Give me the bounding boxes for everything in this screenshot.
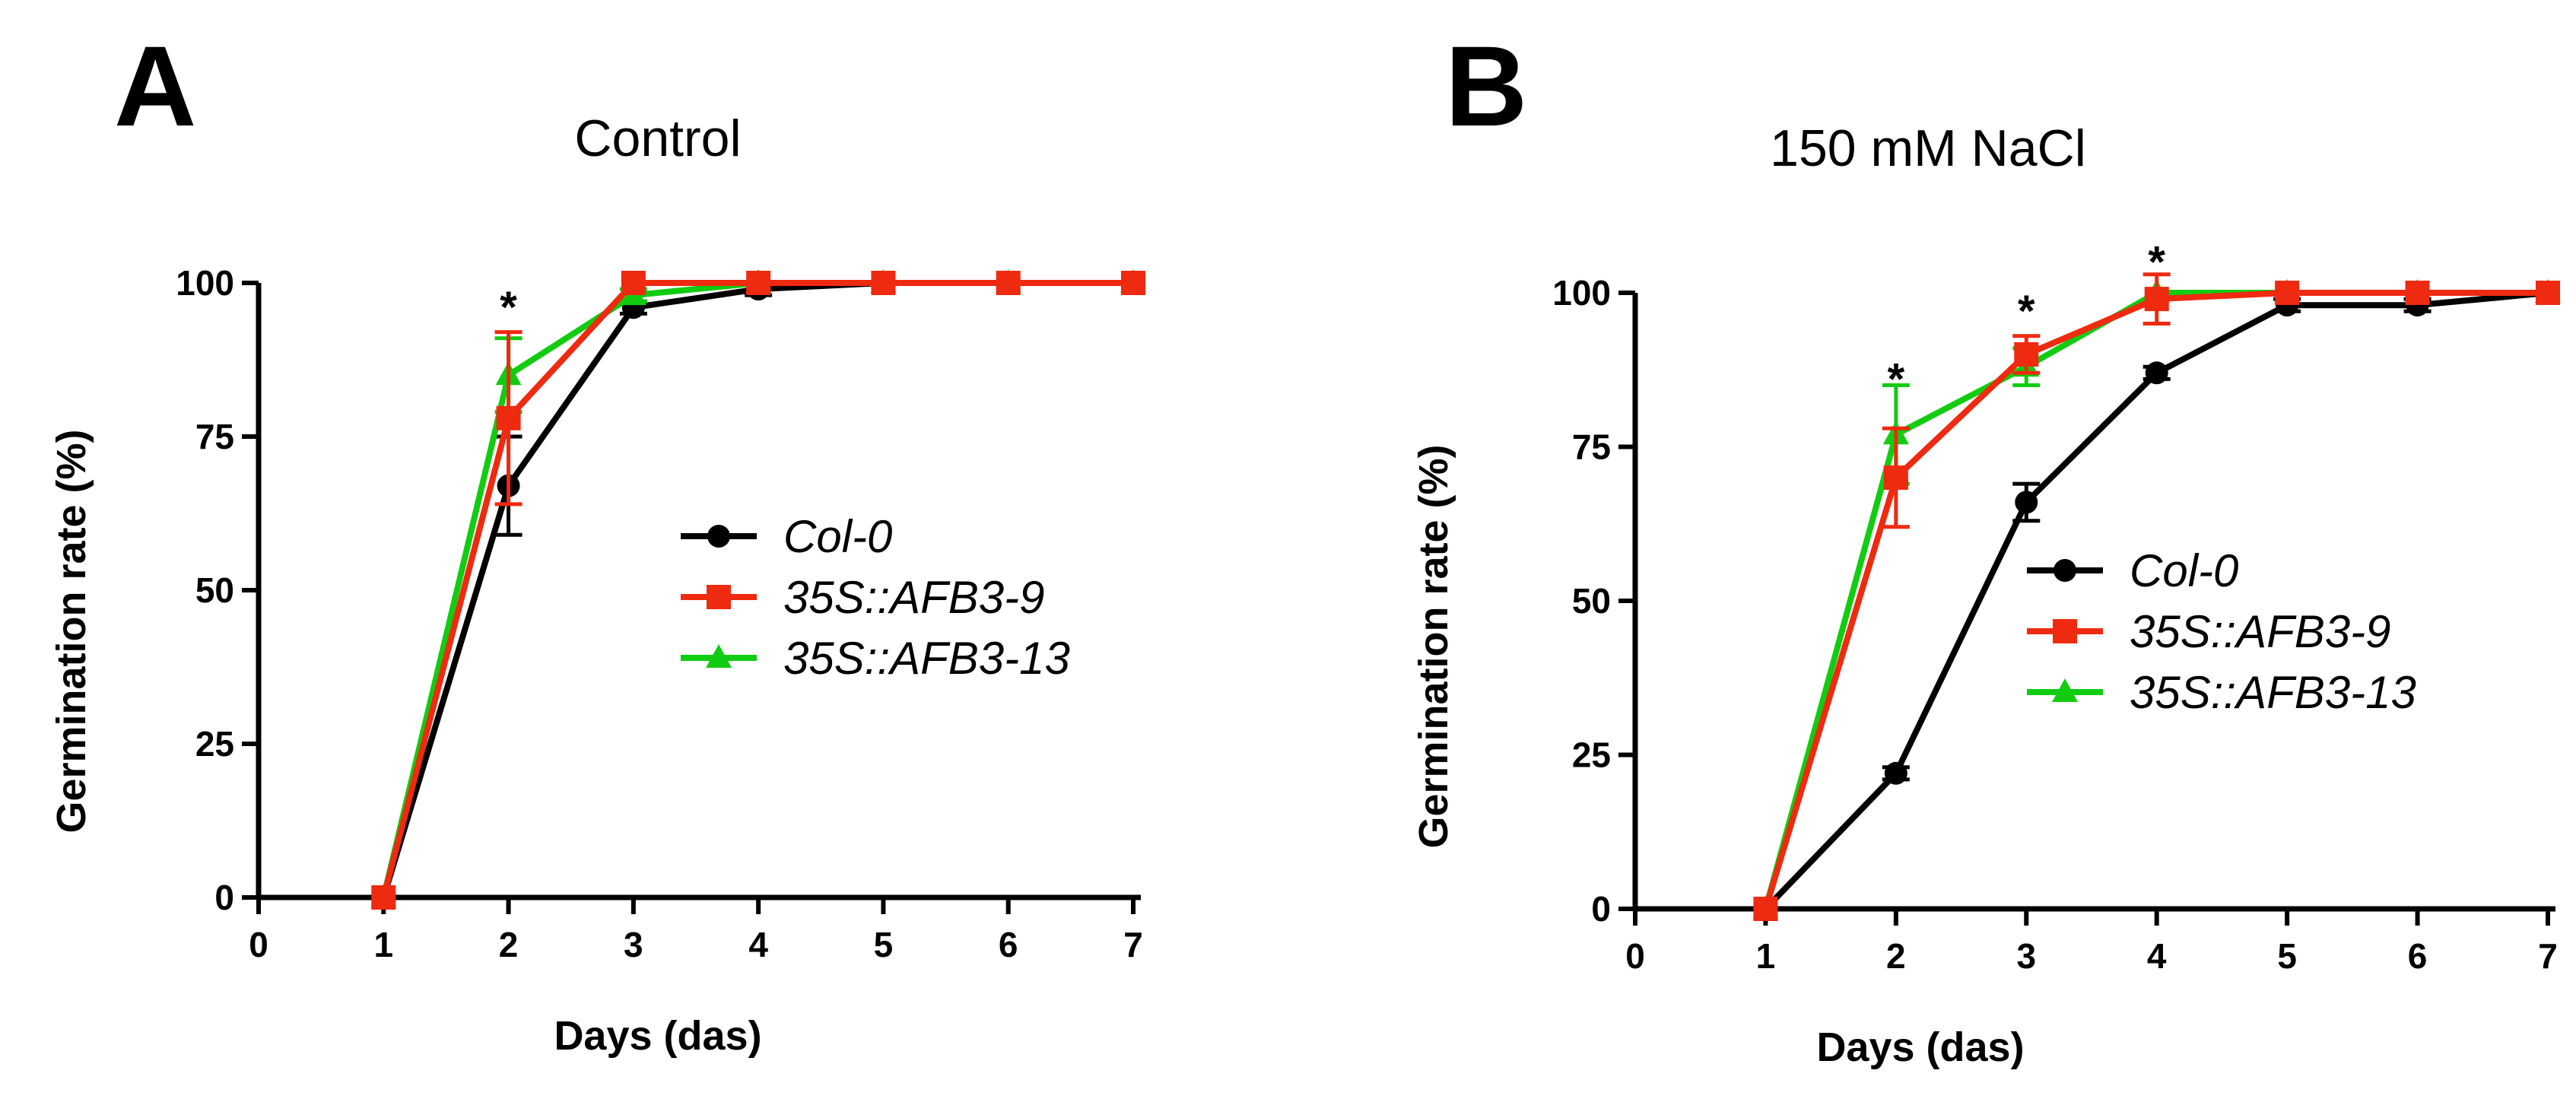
- y-tick-label: 75: [195, 417, 234, 456]
- point-35s-afb3-9: [1753, 897, 1778, 921]
- significance-star: *: [500, 283, 517, 332]
- chart-title: Control: [574, 110, 741, 167]
- x-axis-label: Days (das): [1816, 1024, 2024, 1070]
- x-tick-label: 7: [1123, 925, 1143, 964]
- panel-label: B: [1445, 22, 1527, 150]
- significance-star: *: [2148, 237, 2165, 287]
- point-col-0: [1884, 761, 1907, 785]
- plot-area: 0 1 2 3 4 5 6 70255075100***Col-035S::AFB3-935S…: [1552, 237, 2561, 976]
- legend-label-col-0: Col-0: [2130, 545, 2238, 596]
- y-tick-label: 50: [1572, 581, 1611, 621]
- legend-marker-col-0: [707, 525, 730, 548]
- x-tick-label: 5: [874, 925, 894, 964]
- y-axis-label: Germination rate (%): [1411, 444, 1456, 848]
- point-35s-afb3-9: [2536, 281, 2560, 305]
- legend-marker-35s-afb3-13: [2052, 678, 2078, 702]
- legend-label-35s-afb3-9: 35S::AFB3-9: [783, 572, 1045, 623]
- panel-b-nacl: B 150 mM NaCl Days (das) Germination rat…: [1411, 22, 2561, 1070]
- point-col-0: [2145, 361, 2168, 385]
- x-tick-label: 4: [2147, 936, 2167, 976]
- legend-label-35s-afb3-13: 35S::AFB3-13: [2130, 667, 2416, 718]
- x-tick-label: 6: [2408, 936, 2428, 976]
- y-tick-label: 100: [1552, 273, 1611, 313]
- legend-marker-35s-afb3-9: [2053, 619, 2077, 643]
- legend-marker-35s-afb3-13: [706, 644, 732, 668]
- panel-a-control: A Control Days (das) Germination rate (%…: [49, 22, 1146, 1059]
- x-tick-label: 6: [999, 925, 1018, 964]
- panel-label: A: [114, 22, 196, 150]
- y-axis-label: Germination rate (%): [49, 429, 94, 833]
- point-35s-afb3-9: [1883, 465, 1908, 490]
- point-35s-afb3-9: [746, 271, 771, 295]
- point-35s-afb3-9: [1121, 271, 1145, 295]
- y-tick-label: 50: [195, 570, 234, 610]
- legend-label-35s-afb3-13: 35S::AFB3-13: [783, 633, 1070, 684]
- significance-star: *: [2018, 287, 2035, 336]
- point-35s-afb3-9: [2405, 281, 2430, 305]
- x-tick-label: 0: [1625, 936, 1645, 976]
- plot-area: 0 1 2 3 4 5 6 70255075100*Col-035S::AFB3-935S::…: [176, 263, 1146, 964]
- y-tick-label: 100: [176, 263, 234, 303]
- y-tick-label: 0: [214, 878, 234, 917]
- x-tick-label: 0: [249, 925, 268, 964]
- x-tick-label: 2: [499, 925, 519, 964]
- legend-marker-35s-afb3-9: [707, 585, 731, 609]
- point-35s-afb3-9: [2275, 281, 2300, 305]
- point-35s-afb3-9: [621, 271, 646, 295]
- legend-label-col-0: Col-0: [783, 511, 892, 562]
- point-35s-afb3-9: [371, 885, 396, 910]
- point-35s-afb3-9: [496, 405, 521, 430]
- significance-star: *: [1888, 354, 1905, 404]
- point-35s-afb3-9: [996, 271, 1021, 295]
- chart-title: 150 mM NaCl: [1770, 119, 2086, 177]
- x-tick-label: 3: [2016, 936, 2036, 976]
- point-col-0: [2015, 491, 2038, 514]
- x-tick-label: 1: [1756, 936, 1776, 976]
- x-tick-label: 1: [373, 925, 393, 964]
- x-tick-label: 5: [2277, 936, 2297, 976]
- legend-marker-col-0: [2053, 559, 2076, 582]
- point-35s-afb3-9: [2144, 287, 2169, 312]
- x-axis-label: Days (das): [554, 1013, 761, 1059]
- legend-label-35s-afb3-9: 35S::AFB3-9: [2130, 606, 2391, 657]
- y-tick-label: 75: [1572, 427, 1611, 467]
- point-35s-afb3-9: [2014, 342, 2039, 367]
- x-tick-label: 2: [1886, 936, 1906, 976]
- y-tick-label: 0: [1591, 889, 1611, 929]
- y-tick-label: 25: [195, 724, 234, 764]
- x-tick-label: 7: [2538, 936, 2558, 976]
- x-tick-label: 3: [624, 925, 643, 964]
- y-tick-label: 25: [1572, 735, 1611, 775]
- x-tick-label: 4: [748, 925, 768, 964]
- point-35s-afb3-9: [871, 271, 896, 295]
